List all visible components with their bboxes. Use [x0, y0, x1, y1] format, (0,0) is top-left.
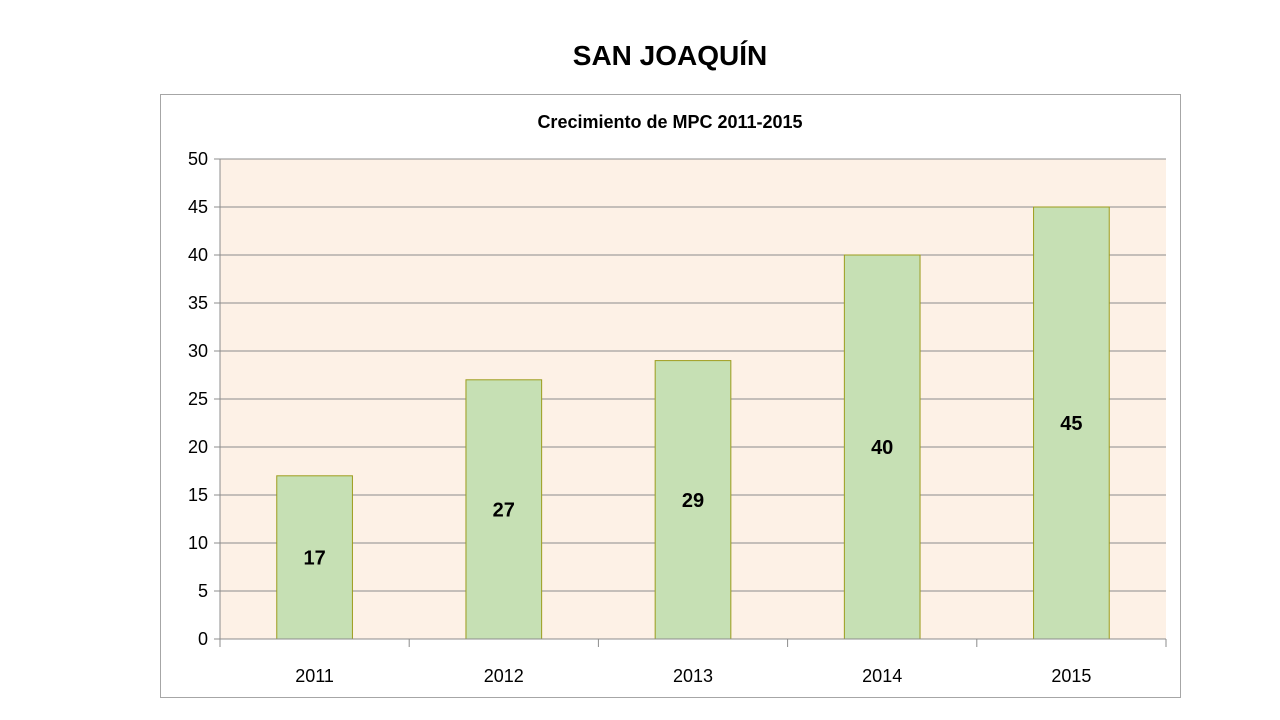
y-tick-label: 25 [188, 389, 208, 409]
data-label: 29 [682, 490, 704, 512]
y-tick-label: 15 [188, 485, 208, 505]
y-tick-label: 0 [198, 629, 208, 649]
bar [654, 360, 732, 640]
axes [214, 158, 1167, 647]
data-label: 27 [493, 499, 515, 521]
chart-title: Crecimiento de MPC 2011-2015 [537, 112, 802, 132]
bars [276, 206, 1110, 640]
y-tick-label: 50 [188, 149, 208, 169]
y-tick-label: 35 [188, 293, 208, 313]
x-tick-label: 2013 [673, 666, 713, 686]
y-tick-label: 30 [188, 341, 208, 361]
x-tick-label: 2014 [862, 666, 902, 686]
y-tick-label: 45 [188, 197, 208, 217]
y-tick-label: 10 [188, 533, 208, 553]
y-tick-label: 5 [198, 581, 208, 601]
data-label: 45 [1060, 413, 1082, 435]
labels: 0 5 10 15 20 25 30 35 40 45 50 17 2011 27 2012 29 2013 40… [188, 149, 1091, 686]
x-tick-label: 2011 [295, 666, 334, 686]
x-tick-label: 2015 [1051, 666, 1091, 686]
bar [1033, 206, 1110, 640]
y-tick-label: 40 [188, 245, 208, 265]
data-label: 17 [303, 547, 325, 569]
page-title: SAN JOAQUÍN [572, 40, 768, 71]
x-tick-label: 2012 [484, 666, 524, 686]
bar [843, 254, 921, 640]
data-label: 40 [871, 437, 893, 459]
y-tick-label: 20 [188, 437, 208, 457]
